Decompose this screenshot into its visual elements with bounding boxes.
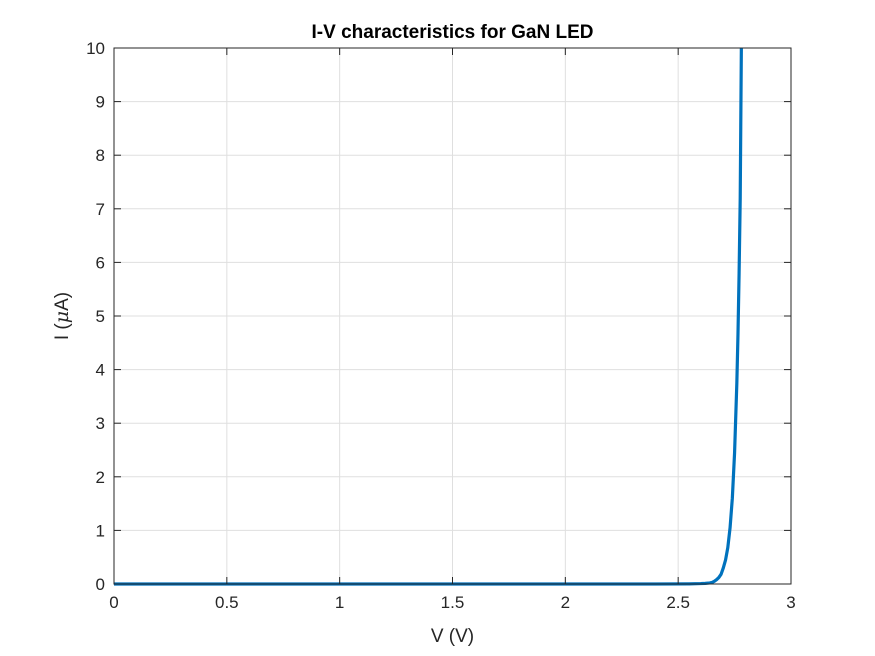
y-tick-label: 1 [96,521,105,540]
y-tick-label: 3 [96,414,105,433]
y-tick-label: 8 [96,146,105,165]
y-axis-label-suffix: A) [52,292,73,311]
x-tick-label: 0.5 [215,593,239,612]
y-tick-label: 9 [96,93,105,112]
y-tick-label: 10 [86,39,105,58]
y-axis-label-prefix: I ( [52,323,73,341]
y-tick-label: 4 [96,361,105,380]
chart-title: I-V characteristics for GaN LED [312,22,594,43]
y-tick-label: 0 [96,575,105,594]
y-tick-labels: 0 1 2 3 4 5 6 7 8 9 10 [86,39,105,594]
x-axis-label: V (V) [431,626,474,647]
x-tick-label: 1 [335,593,344,612]
x-tick-label: 2 [561,593,570,612]
x-tick-label: 2.5 [666,593,690,612]
x-tick-label: 1.5 [441,593,465,612]
y-tick-label: 5 [96,307,105,326]
ticks [113,47,792,585]
y-tick-label: 2 [96,468,105,487]
x-tick-label: 3 [786,593,795,612]
x-tick-labels: 0 0.5 1 1.5 2 2.5 3 [109,593,795,612]
y-tick-label: 7 [96,200,105,219]
y-tick-label: 6 [96,253,105,272]
y-axis-label-symbol: μ [51,311,73,323]
x-tick-label: 0 [109,593,118,612]
y-axis-label: I (μA) [51,292,73,340]
